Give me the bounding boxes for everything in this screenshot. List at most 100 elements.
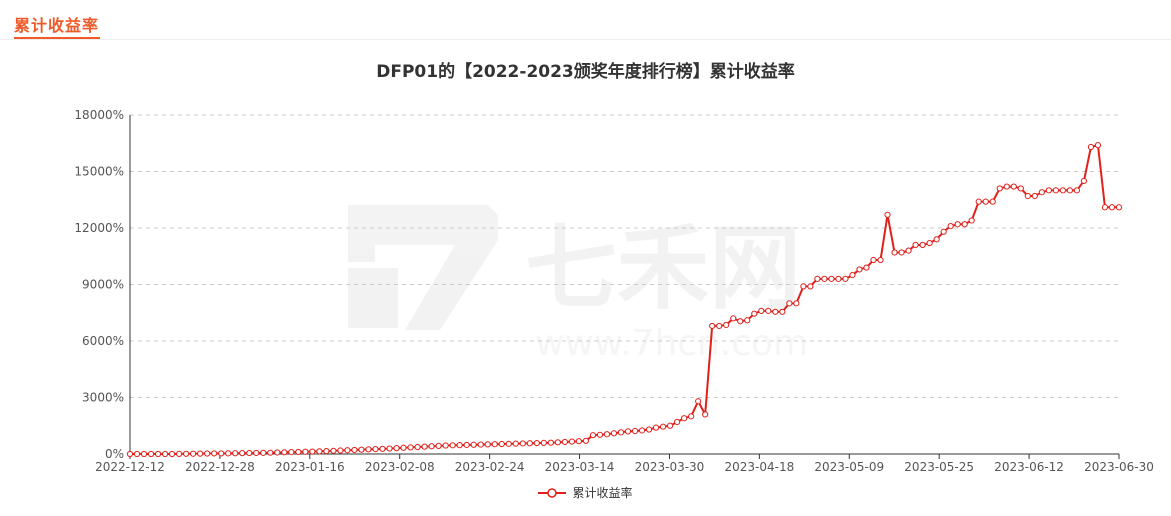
data-point[interactable] [1073,187,1081,194]
data-point[interactable] [400,444,407,451]
data-point[interactable] [919,241,926,249]
data-point[interactable] [168,450,176,458]
data-point[interactable] [800,283,807,290]
data-point[interactable] [772,308,779,315]
data-point[interactable] [1024,192,1031,200]
data-point[interactable] [835,275,842,282]
data-point[interactable] [828,275,835,282]
data-point[interactable] [891,249,898,256]
data-point[interactable] [982,198,989,205]
data-point[interactable] [197,450,204,457]
data-point[interactable] [253,449,260,457]
data-point[interactable] [140,450,148,458]
data-point[interactable] [267,449,274,456]
data-point[interactable] [379,445,386,452]
data-point[interactable] [1101,204,1109,211]
data-point[interactable] [1087,143,1095,151]
data-point[interactable] [456,442,463,449]
data-point[interactable] [821,275,828,282]
data-point[interactable] [428,443,435,450]
data-point[interactable] [407,444,414,451]
data-point[interactable] [709,322,716,330]
data-point[interactable] [596,431,604,438]
data-point[interactable] [309,448,316,455]
data-point[interactable] [1115,204,1123,211]
data-point[interactable] [905,247,912,254]
data-point[interactable] [1108,204,1116,211]
data-point[interactable] [519,440,526,447]
data-point[interactable] [659,423,667,430]
data-point[interactable] [1010,183,1017,190]
data-point[interactable] [239,450,246,457]
data-point[interactable] [870,256,877,264]
data-point[interactable] [288,449,295,456]
data-point[interactable] [702,411,709,418]
data-point[interactable] [274,449,281,456]
data-point[interactable] [582,437,590,444]
data-point[interactable] [351,446,358,454]
data-point[interactable] [526,440,533,447]
data-point[interactable] [631,427,639,435]
data-point[interactable] [316,448,323,455]
data-point[interactable] [1003,183,1010,190]
data-point[interactable] [877,256,884,264]
data-point[interactable] [695,398,702,405]
data-point[interactable] [751,310,758,317]
data-point[interactable] [484,441,491,448]
data-point[interactable] [786,300,793,307]
tab-cumulative-return[interactable]: 累计收益率 [14,16,100,35]
data-point[interactable] [505,440,512,447]
data-point[interactable] [716,322,723,330]
data-point[interactable] [589,432,597,439]
data-point[interactable] [793,300,800,307]
data-point[interactable] [323,447,330,455]
data-point[interactable] [218,450,225,457]
data-point[interactable] [540,439,547,446]
data-point[interactable] [386,445,393,452]
data-point[interactable] [554,439,561,446]
data-point[interactable] [681,415,688,422]
data-point[interactable] [533,439,540,447]
data-point[interactable] [884,211,891,218]
data-point[interactable] [372,446,379,453]
data-point[interactable] [175,450,183,458]
data-point[interactable] [575,438,583,445]
data-point[interactable] [961,221,968,228]
data-point[interactable] [1066,187,1074,194]
data-point[interactable] [295,448,302,456]
data-point[interactable] [477,441,484,448]
data-point[interactable] [470,441,477,448]
data-point[interactable] [435,442,442,450]
data-point[interactable] [898,249,905,256]
data-point[interactable] [414,443,421,451]
data-point[interactable] [393,445,400,452]
data-point[interactable] [491,441,498,448]
data-point[interactable] [940,228,947,235]
data-point[interactable] [161,450,169,458]
data-point[interactable] [358,446,365,453]
data-point[interactable] [147,450,155,458]
data-point[interactable] [926,239,933,247]
data-point[interactable] [863,264,870,271]
data-point[interactable] [975,198,982,205]
data-point[interactable] [246,449,253,457]
data-point[interactable] [568,438,575,445]
data-point[interactable] [190,450,197,457]
data-point[interactable] [232,450,239,457]
data-point[interactable] [807,283,814,290]
data-point[interactable] [652,424,660,431]
data-point[interactable] [954,221,961,228]
data-point[interactable] [996,185,1003,192]
data-point[interactable] [610,430,618,437]
data-point[interactable] [688,413,695,420]
data-point[interactable] [126,450,134,458]
data-point[interactable] [744,317,751,324]
data-point[interactable] [674,418,681,426]
data-point[interactable] [302,448,309,455]
data-point[interactable] [365,446,372,453]
data-point[interactable] [498,440,505,448]
data-point[interactable] [933,236,940,243]
data-point[interactable] [1038,189,1045,196]
data-point[interactable] [1031,192,1038,200]
data-point[interactable] [1080,177,1088,185]
